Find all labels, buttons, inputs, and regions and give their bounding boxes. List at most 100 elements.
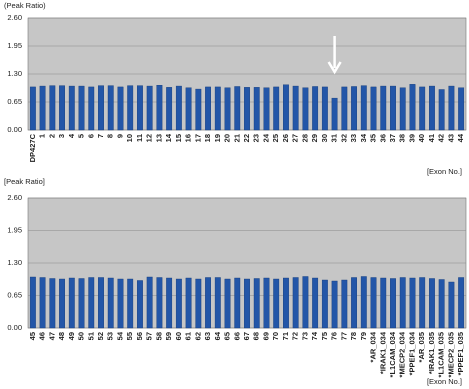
x-tick-label: 27	[291, 134, 300, 142]
x-tick-label: 65	[223, 332, 232, 340]
x-tick-label: 16	[184, 134, 193, 142]
x-tick-label: 5	[77, 134, 86, 138]
bar	[146, 85, 153, 131]
bar	[458, 277, 465, 329]
bar	[273, 86, 280, 131]
bar	[185, 277, 192, 329]
y-tick-label: 0.65	[7, 290, 22, 299]
bar	[273, 278, 280, 329]
bar	[49, 85, 56, 131]
y-tick-label: 1.30	[7, 69, 22, 78]
x-tick-label: 66	[232, 332, 241, 340]
bar	[370, 277, 377, 329]
x-tick-label: 64	[213, 331, 222, 340]
bar	[283, 277, 289, 329]
bar	[448, 281, 455, 329]
x-tick-label: 77	[339, 332, 348, 340]
bar	[244, 278, 250, 329]
x-tick-label: 4	[67, 133, 76, 138]
bar	[380, 277, 387, 329]
x-tick-label: 46	[38, 332, 47, 340]
x-tick-label: 51	[86, 332, 95, 340]
bar	[302, 87, 309, 131]
x-tick-label: 49	[67, 332, 76, 340]
bar	[195, 278, 202, 329]
x-tick-label: 20	[223, 134, 232, 142]
bar	[409, 277, 416, 329]
arrow-head	[327, 61, 342, 75]
x-tick-label: 10	[125, 134, 134, 142]
x-tick-label: 43	[446, 134, 455, 142]
bar	[341, 279, 348, 329]
x-tick-label: 28	[300, 134, 309, 142]
bar	[107, 85, 114, 131]
x-tick-label: 72	[291, 332, 300, 340]
bar	[29, 276, 36, 329]
x-tick-label: 71	[281, 332, 290, 340]
bar	[341, 86, 348, 131]
x-tick-label: 3	[57, 134, 66, 138]
bar	[360, 85, 367, 131]
bar	[127, 85, 134, 131]
x-tick-label: 9	[115, 134, 124, 138]
bar	[429, 85, 435, 131]
bar	[205, 86, 211, 131]
bar	[98, 85, 104, 131]
x-tick-label: *MECP2_035	[446, 332, 455, 377]
x-tick-label: 79	[359, 332, 368, 340]
x-tick-label: 39	[407, 134, 416, 142]
bar	[137, 280, 143, 329]
bar	[59, 85, 65, 131]
x-tick-label: 62	[193, 332, 202, 340]
x-axis-label: [Exon No.]	[427, 167, 462, 176]
bar	[68, 85, 75, 131]
x-tick-label: 61	[184, 332, 193, 340]
x-tick-label: 45	[28, 332, 37, 340]
y-axis-label: [Peak Ratio]	[4, 177, 45, 186]
bar	[253, 278, 260, 329]
bar	[175, 85, 182, 131]
bar	[29, 86, 36, 131]
bar	[224, 278, 231, 329]
x-tick-label: 24	[261, 133, 270, 142]
bar	[263, 87, 270, 131]
bar	[78, 85, 85, 131]
x-tick-label: *AR_034	[369, 331, 378, 362]
x-tick-label: 13	[154, 134, 163, 142]
x-tick-label: *PPEF1_035	[456, 332, 465, 375]
x-tick-label: 19	[213, 134, 222, 142]
x-tick-label: 32	[339, 134, 348, 142]
x-tick-label: 52	[96, 332, 105, 340]
bar	[39, 85, 46, 131]
x-tick-label: 34	[359, 133, 368, 142]
bar	[195, 88, 202, 131]
bar	[351, 86, 357, 131]
bar	[351, 277, 357, 329]
x-tick-label: 41	[427, 134, 436, 142]
x-tick-label: 50	[77, 332, 86, 340]
x-tick-label: 14	[164, 133, 173, 142]
bar	[312, 277, 319, 329]
x-tick-label: 17	[193, 134, 202, 142]
x-tick-label: 22	[242, 134, 251, 142]
bar	[321, 86, 328, 131]
bar	[156, 84, 163, 131]
bar	[331, 97, 338, 131]
bar	[380, 85, 387, 131]
x-tick-label: 57	[145, 332, 154, 340]
bar	[166, 87, 173, 131]
x-tick-label: 53	[106, 332, 115, 340]
bar	[156, 277, 163, 329]
x-tick-label: 2	[47, 134, 56, 138]
x-tick-label: 44	[456, 133, 465, 142]
x-tick-label: 30	[320, 134, 329, 142]
bar	[458, 87, 465, 131]
bar	[234, 86, 241, 131]
x-tick-label: 25	[271, 134, 280, 142]
x-axis-label: [Exon No.]	[427, 377, 462, 386]
bar	[390, 278, 396, 329]
bar	[68, 277, 75, 329]
bar	[399, 87, 406, 131]
bar	[390, 85, 396, 131]
bar	[419, 86, 426, 131]
